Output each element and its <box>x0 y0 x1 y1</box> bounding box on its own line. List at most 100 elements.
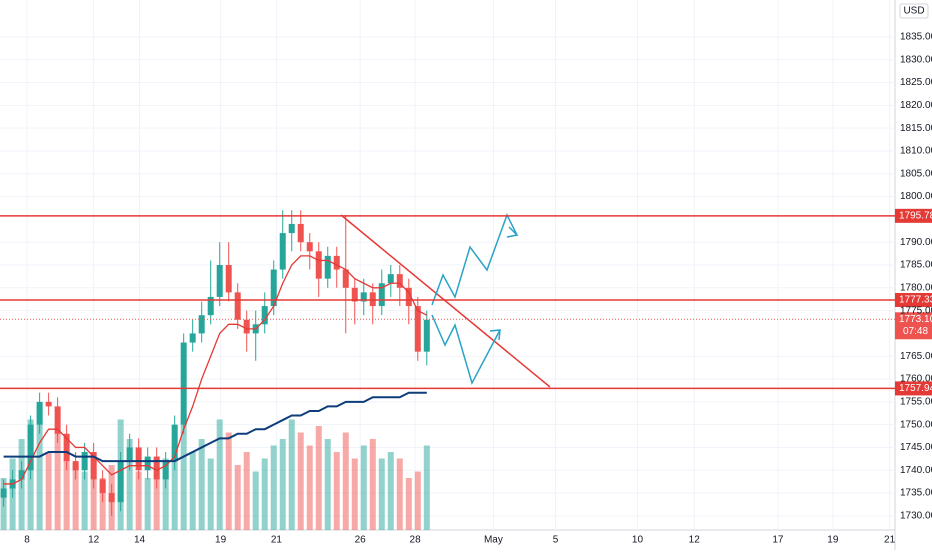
volume-bar <box>261 458 268 530</box>
countdown: 07:48 <box>903 326 928 337</box>
volume-bar <box>378 458 385 530</box>
candle-body <box>207 296 214 316</box>
arrow-head <box>506 226 519 238</box>
x-tick-label: 21 <box>271 535 283 546</box>
candle-body <box>261 306 268 325</box>
volume-bar <box>207 458 214 530</box>
candle-body <box>369 292 376 307</box>
currency: USD <box>903 6 924 17</box>
volume-bar <box>243 452 250 530</box>
candle-body <box>108 493 115 503</box>
candle-body <box>99 479 106 494</box>
candle-body <box>135 447 142 471</box>
level-tag <box>895 292 932 307</box>
volume-bar <box>54 432 61 530</box>
candle-body <box>333 255 340 270</box>
y-tick-label: 1835.00 <box>900 32 932 43</box>
candle-body <box>225 265 232 293</box>
volume-bar <box>171 445 178 530</box>
volume-bar <box>162 458 169 530</box>
y-tick-label: 1740.00 <box>900 465 932 476</box>
volume-bar <box>315 426 322 530</box>
volume-bar <box>306 445 313 530</box>
candle-body <box>171 424 178 462</box>
y-tick-label: 1765.00 <box>900 351 932 362</box>
candle-body <box>45 401 52 407</box>
candle-body <box>378 283 385 307</box>
y-tick-label: 1760.00 <box>900 374 932 385</box>
candle-body <box>72 461 79 471</box>
y-tick-label: 1800.00 <box>900 191 932 202</box>
volume-bar <box>63 458 70 530</box>
projection-arrow-down <box>431 314 501 385</box>
y-tick-label: 1775.00 <box>900 305 932 316</box>
x-tick-label: 8 <box>24 535 30 546</box>
volume-bar <box>234 465 241 530</box>
drawings <box>340 213 551 388</box>
volume-bar <box>225 432 232 530</box>
currency-box <box>899 3 929 19</box>
candle-body <box>153 456 160 480</box>
candle-body <box>180 342 187 425</box>
volume-bar <box>36 406 43 530</box>
volume-bar <box>180 413 187 530</box>
x-tick-label: 10 <box>632 535 644 546</box>
candle-body <box>90 452 97 480</box>
x-tick-label: 12 <box>689 535 701 546</box>
candle-body <box>396 274 403 288</box>
y-tick-label: 1785.00 <box>900 260 932 271</box>
volume-bar <box>144 478 151 530</box>
candle-body <box>198 315 205 334</box>
candle-body <box>351 287 358 302</box>
y-tick-label: 1745.00 <box>900 442 932 453</box>
candle-body <box>423 319 430 352</box>
level-tag <box>895 381 932 396</box>
volume-bar <box>288 419 295 530</box>
volume-bar <box>369 439 376 530</box>
x-tick-label: 14 <box>134 535 146 546</box>
x-tick-label: May <box>484 535 503 546</box>
candle-body <box>162 461 169 480</box>
candle-body <box>63 433 70 462</box>
trend-line <box>340 214 551 388</box>
y-tick-label: 1755.00 <box>900 396 932 407</box>
candle-body <box>234 292 241 320</box>
volume-bar <box>45 452 52 530</box>
volume-bar <box>351 458 358 530</box>
y-tick-label: 1810.00 <box>900 146 932 157</box>
volume-bar <box>405 478 412 530</box>
candle-body <box>117 461 124 503</box>
candle-body <box>405 287 412 307</box>
volume-bar <box>135 471 142 530</box>
volume-bar <box>297 432 304 530</box>
volume-bar <box>396 458 403 530</box>
candle-body <box>27 424 34 471</box>
candle-body <box>414 306 421 352</box>
arrow-head <box>489 329 501 341</box>
candle-body <box>189 333 196 343</box>
x-tick-label: 17 <box>772 535 784 546</box>
y-tick-label: 1820.00 <box>900 100 932 111</box>
last-price-tag <box>895 312 932 340</box>
x-tick-label: 5 <box>553 535 559 546</box>
volume-bar <box>126 439 133 530</box>
x-tick-label: 12 <box>88 535 100 546</box>
candle-body <box>81 452 88 471</box>
candle-body <box>306 242 313 252</box>
x-tick-label: 28 <box>410 535 422 546</box>
y-tick-label: 1815.00 <box>900 123 932 134</box>
candle-body <box>270 269 277 307</box>
candle-body <box>144 456 151 471</box>
candle-body <box>0 488 7 498</box>
volume-bar <box>198 439 205 530</box>
y-tick-label: 1750.00 <box>900 419 932 430</box>
volume-bar <box>333 452 340 530</box>
moving-average <box>3 255 428 485</box>
moving-average <box>3 391 427 463</box>
candle-body <box>297 223 304 243</box>
level-label: 1795.78 <box>899 210 932 221</box>
last-price-label: 1773.10 <box>899 314 932 325</box>
candle-body <box>216 265 223 297</box>
volume-bar <box>423 445 430 530</box>
